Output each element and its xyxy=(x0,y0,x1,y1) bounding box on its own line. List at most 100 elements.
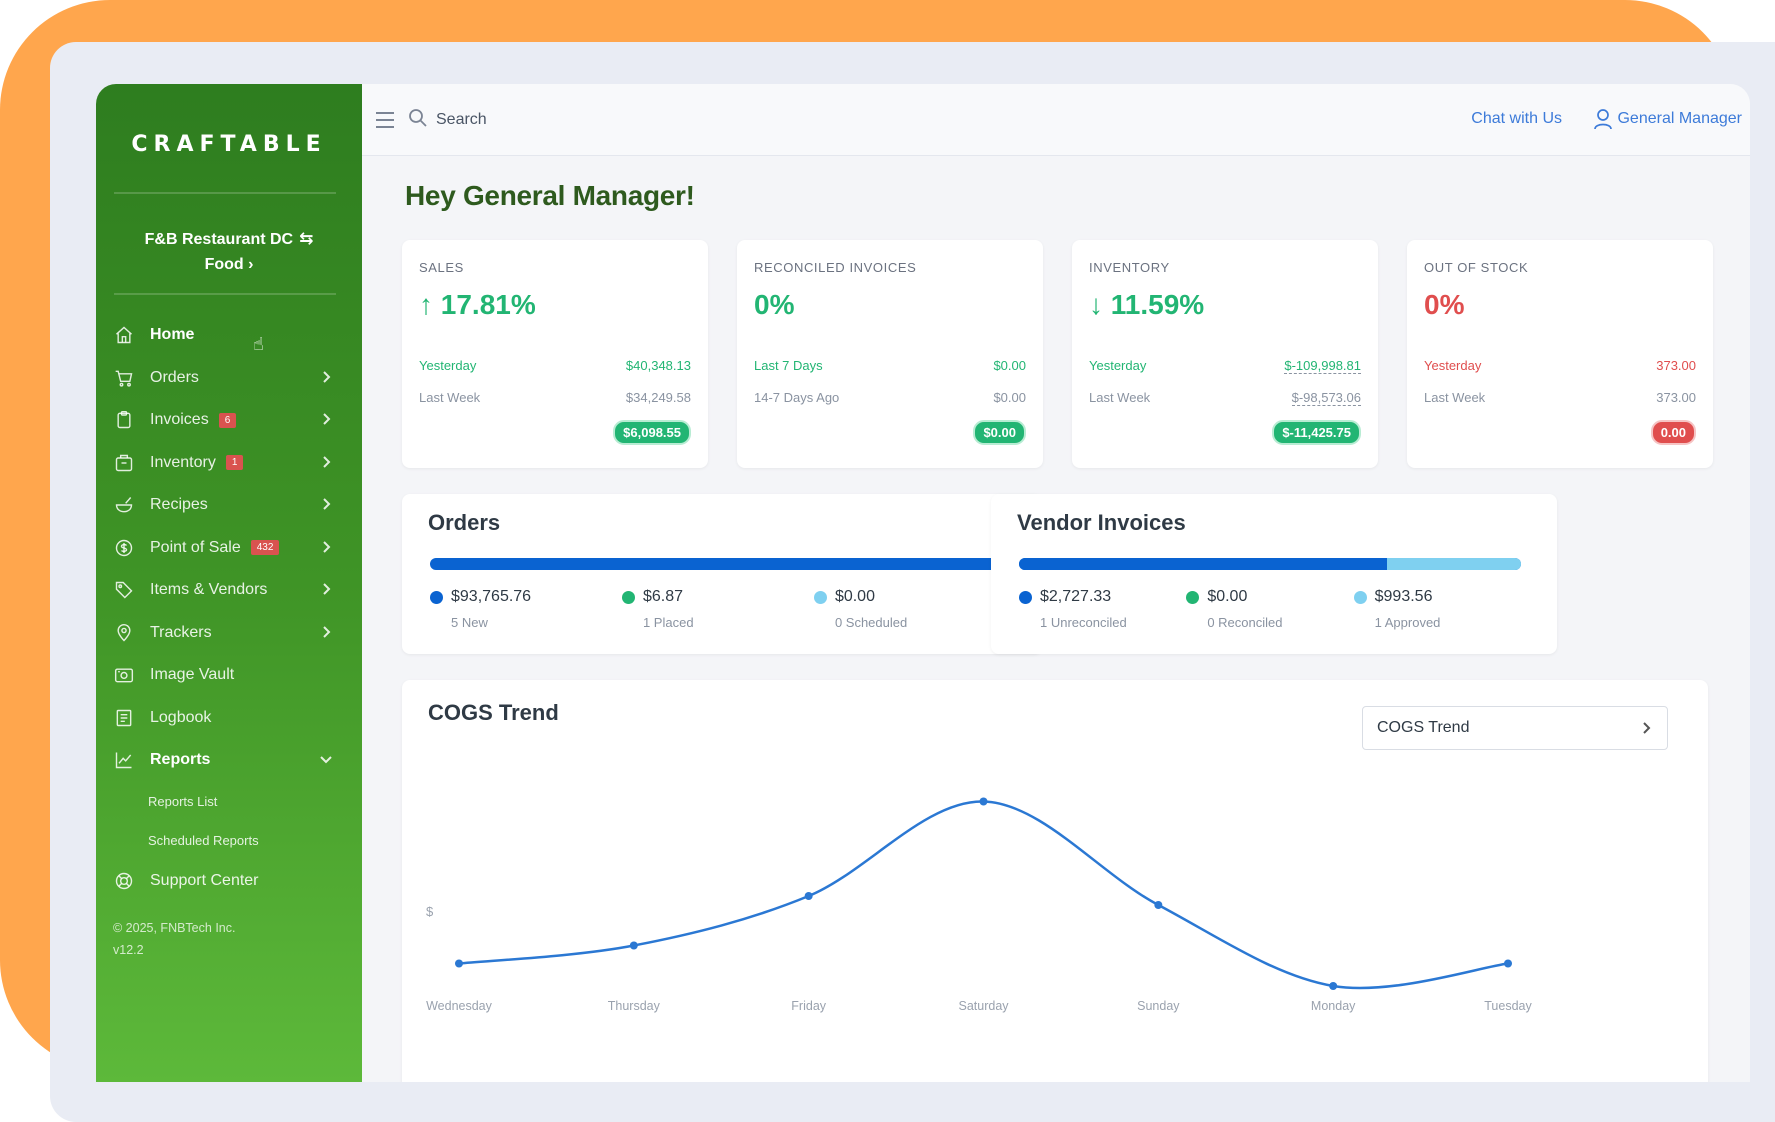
swap-icon[interactable]: ⇆ xyxy=(299,229,314,248)
copyright-text: © 2025, FNBTech Inc. xyxy=(113,921,236,935)
kpi-label: SALES xyxy=(419,260,464,275)
sidebar-item-home[interactable]: Home xyxy=(96,314,362,357)
sidebar-subitem-reports-list[interactable]: Reports List xyxy=(148,793,218,809)
legend-amount: $2,727.33 xyxy=(1040,588,1112,605)
orders-legend: $93,765.76 5 New $6.87 1 Placed $0.00 0 … xyxy=(430,588,1006,630)
vendor-invoices-legend: $2,727.33 1 Unreconciled $0.00 0 Reconci… xyxy=(1019,588,1521,630)
bar-segment-unreconciled xyxy=(1019,558,1387,570)
copyright: © 2025, FNBTech Inc. v12.2 xyxy=(113,917,235,961)
org-sub: Food xyxy=(204,256,244,273)
sidebar-item-label: Home xyxy=(150,326,195,344)
legend-sub: 1 Placed xyxy=(642,615,694,630)
home-icon xyxy=(114,325,134,345)
x-tick-label: Thursday xyxy=(608,999,661,1013)
data-point[interactable] xyxy=(1504,959,1512,968)
x-tick-label: Friday xyxy=(791,999,826,1013)
legend-dot xyxy=(813,590,827,604)
sidebar-item-point-of-sale[interactable]: Point of Sale 432 xyxy=(96,527,362,570)
kpi-card-out-of-stock[interactable]: OUT OF STOCK 0% Yesterday 373.00 Last Wee… xyxy=(1407,240,1713,468)
legend-dot xyxy=(1353,590,1367,604)
data-point[interactable] xyxy=(804,892,813,900)
box-icon xyxy=(114,453,134,473)
kpi-row-label: Last Week xyxy=(1424,390,1486,405)
sidebar: CRAFTABLE F&B Restaurant DC ⇆ Food › Home… xyxy=(96,84,362,1082)
legend-dot xyxy=(621,590,635,604)
lifebuoy-icon xyxy=(114,871,134,891)
sidebar-divider xyxy=(114,293,336,295)
book-icon xyxy=(114,708,134,728)
legend-amount: $0.00 xyxy=(834,588,875,605)
data-point[interactable] xyxy=(979,797,988,806)
chevron-right-icon xyxy=(318,369,334,385)
sidebar-item-inventory[interactable]: Inventory 1 xyxy=(96,442,362,485)
legend-amount: $93,765.76 xyxy=(451,588,532,605)
data-point[interactable] xyxy=(1329,982,1338,990)
sidebar-item-support-center[interactable]: Support Center xyxy=(96,860,362,903)
legend-item: $93,765.76 5 New xyxy=(430,588,622,630)
y-axis-label: $ xyxy=(426,904,434,919)
sidebar-item-logbook[interactable]: Logbook xyxy=(96,697,362,740)
kpi-label: RECONCILED INVOICES xyxy=(754,260,917,275)
data-point[interactable] xyxy=(629,941,638,950)
kpi-row-value: $0.00 xyxy=(993,358,1026,373)
sidebar-item-label: Items & Vendors xyxy=(150,581,268,599)
x-tick-label: Wednesday xyxy=(426,999,493,1013)
sidebar-item-label: Support Center xyxy=(150,871,259,889)
user-menu[interactable]: General Manager xyxy=(1593,108,1742,130)
chevron-right-icon xyxy=(318,411,334,427)
legend-sub: 0 Reconciled xyxy=(1207,615,1283,630)
chevron-right-icon xyxy=(318,496,334,512)
clipboard-icon xyxy=(114,410,134,430)
sidebar-item-image-vault[interactable]: Image Vault xyxy=(96,654,362,697)
sidebar-item-trackers[interactable]: Trackers xyxy=(96,612,362,655)
chart-icon xyxy=(114,750,134,770)
topbar: Chat with Us General Manager xyxy=(362,84,1750,156)
kpi-value: ↓ 11.59% xyxy=(1089,289,1205,320)
sidebar-item-reports[interactable]: Reports xyxy=(96,739,362,782)
kpi-card-sales[interactable]: SALES ↑ 17.81% Yesterday $40,348.13 Last … xyxy=(402,240,708,468)
count-badge: 6 xyxy=(218,412,237,428)
main-content: Chat with Us General Manager Hey General… xyxy=(362,84,1750,1082)
chat-link[interactable]: Chat with Us xyxy=(1471,110,1562,127)
search-input[interactable] xyxy=(436,106,736,134)
kpi-row-label: Yesterday xyxy=(1089,358,1147,373)
select-value: COGS Trend xyxy=(1377,719,1470,736)
kpi-value: ↑ 17.81% xyxy=(419,289,536,320)
kpi-row-label: Yesterday xyxy=(419,358,477,373)
data-point[interactable] xyxy=(455,959,463,968)
legend-item: $2,727.33 1 Unreconciled xyxy=(1019,588,1186,630)
legend-sub: 1 Approved xyxy=(1374,615,1441,630)
kpi-card-reconciled-invoices[interactable]: RECONCILED INVOICES 0% Last 7 Days $0.00 … xyxy=(737,240,1043,468)
sidebar-item-invoices[interactable]: Invoices 6 xyxy=(96,399,362,442)
card-title: Vendor Invoices xyxy=(1017,510,1186,535)
kpi-label: OUT OF STOCK xyxy=(1424,260,1529,275)
kpi-row-value: 373.00 xyxy=(1656,358,1696,373)
orders-card[interactable]: Orders $93,765.76 5 New $6.87 1 Placed $… xyxy=(402,494,1042,654)
card-title: Orders xyxy=(428,510,501,535)
sidebar-item-label: Inventory xyxy=(150,453,216,471)
hamburger-menu-icon[interactable] xyxy=(374,110,396,130)
sidebar-item-recipes[interactable]: Recipes xyxy=(96,484,362,527)
sidebar-subitem-scheduled-reports[interactable]: Scheduled Reports xyxy=(148,832,259,848)
legend-amount: $6.87 xyxy=(642,588,684,605)
chevron-right-icon xyxy=(1639,721,1653,735)
legend-item: $0.00 0 Scheduled xyxy=(813,588,1006,630)
cogs-report-select[interactable]: COGS Trend xyxy=(1362,706,1668,750)
kpi-card-inventory[interactable]: INVENTORY ↓ 11.59% Yesterday $-109,998.81… xyxy=(1072,240,1378,468)
chevron-down-icon xyxy=(318,751,334,767)
sidebar-item-items-vendors[interactable]: Items & Vendors xyxy=(96,569,362,612)
legend-sub: 0 Scheduled xyxy=(834,615,908,630)
kpi-row-label: Last Week xyxy=(419,390,481,405)
data-point[interactable] xyxy=(1154,901,1163,909)
user-name: General Manager xyxy=(1617,110,1742,127)
sidebar-item-orders[interactable]: Orders xyxy=(96,357,362,400)
count-badge: 1 xyxy=(225,455,244,471)
kpi-value: 0% xyxy=(754,289,795,320)
user-icon xyxy=(1594,109,1613,130)
cogs-trend-chart: $ Wednesday Thursday Friday Saturday Sunday Mo… xyxy=(426,797,1532,1013)
version-text: v12.2 xyxy=(113,943,144,957)
kpi-row-label: Last Week xyxy=(1089,390,1151,405)
org-switcher[interactable]: F&B Restaurant DC ⇆ Food › xyxy=(96,226,362,277)
vendor-invoices-card[interactable]: Vendor Invoices $2,727.33 1 Unreconciled… xyxy=(991,494,1557,654)
series-line xyxy=(458,800,1509,990)
